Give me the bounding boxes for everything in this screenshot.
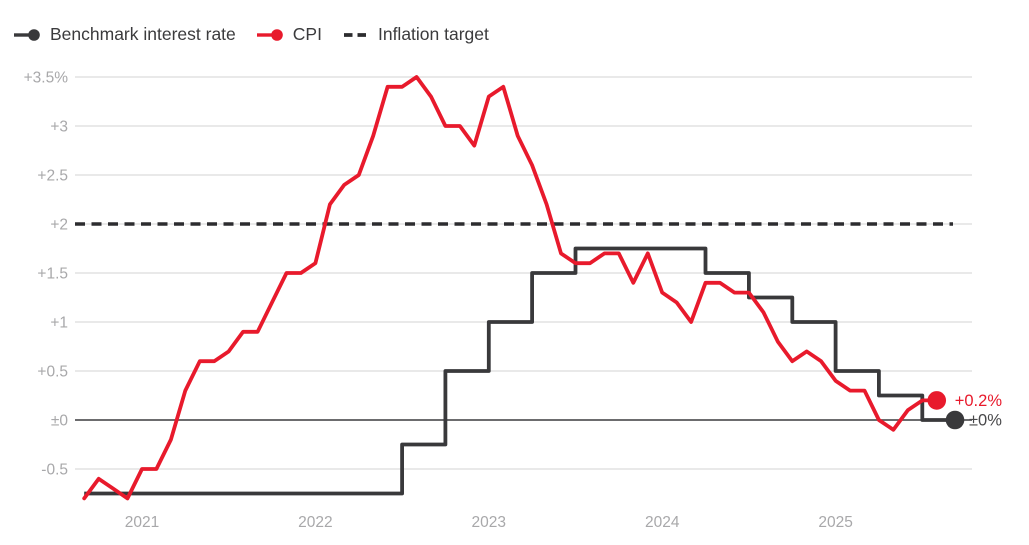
x-tick-label: 2023: [472, 514, 506, 531]
x-tick-label: 2022: [298, 514, 332, 531]
x-tick-label: 2024: [645, 514, 680, 531]
legend-label-target: Inflation target: [377, 24, 489, 44]
legend-item-benchmark: Benchmark interest rate: [14, 24, 236, 45]
benchmark-end-label: ±0%: [969, 412, 1002, 430]
benchmark-end-dot: [945, 410, 965, 430]
cpi-line-dot-icon: [256, 28, 283, 41]
cpi-end-dot: [927, 391, 947, 410]
dashed-line-icon: [343, 32, 369, 37]
cpi-line: [82, 75, 939, 501]
legend-label-cpi: CPI: [292, 24, 322, 44]
series-group: [75, 75, 965, 501]
y-tick-label: +2: [50, 217, 68, 234]
benchmark-line-dot-icon: [14, 28, 40, 41]
y-tick-label: +3.5%: [24, 70, 69, 87]
y-tick-label: +1: [50, 315, 68, 332]
y-tick-label: +2.5: [37, 168, 68, 185]
legend-item-target: Inflation target: [343, 24, 489, 45]
legend: Benchmark interest rate CPI Inflation ta…: [14, 24, 489, 45]
y-tick-label: ±0: [51, 413, 69, 430]
legend-item-cpi: CPI: [256, 24, 322, 45]
cpi-end-label: +0.2%: [955, 392, 1003, 410]
gridlines-group: [75, 76, 972, 470]
axis-labels-group: +3.5% +3 +2.5 +2 +1.5 +1 +0.5 ±0 -0.5 2021 2022 202…: [24, 70, 1003, 532]
x-tick-label: 2025: [818, 514, 852, 531]
y-tick-label: +3: [50, 119, 68, 136]
y-tick-label: +0.5: [37, 364, 68, 381]
legend-label-benchmark: Benchmark interest rate: [50, 24, 236, 44]
x-tick-label: 2021: [125, 514, 159, 531]
y-tick-label: -0.5: [41, 462, 68, 479]
benchmark-rate-line: [84, 246, 952, 496]
y-tick-label: +1.5: [37, 266, 68, 283]
